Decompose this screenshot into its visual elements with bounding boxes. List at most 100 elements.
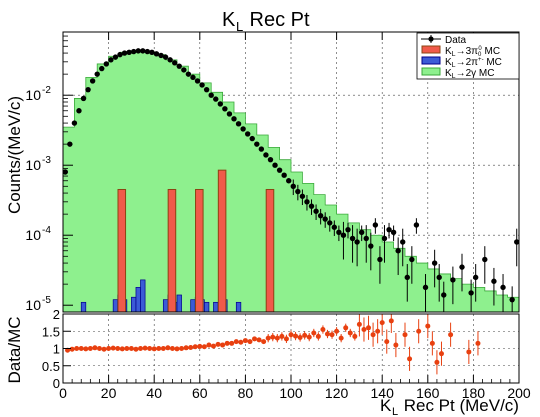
y-axis-label-ratio: Data/MC [5,316,24,383]
ratio-point [247,339,253,345]
ratio-point [466,349,472,355]
data-point [272,162,278,168]
ratio-point [306,334,312,340]
data-point [468,290,474,296]
ratio-y-tick-label: 0 [53,376,60,391]
data-point [372,222,379,228]
data-point [85,86,91,93]
ratio-point [242,338,248,344]
ratio-point [78,346,84,351]
ratio-point [315,333,321,339]
data-point [436,274,442,281]
k3pi0-bar [117,188,127,313]
data-point [327,220,333,226]
ratio-point [311,330,317,336]
data-point [500,284,506,291]
chart-title: K L Rec Pt [222,9,310,34]
ratio-point [361,327,367,333]
data-point [94,71,100,77]
legend-label-k2gamma: KL→2γ MC [445,68,494,80]
ratio-point [138,346,144,351]
x-tick-label: 80 [238,385,254,401]
data-point [76,108,82,114]
ratio-point [283,336,289,342]
data-point [130,48,137,55]
x-tick-label: 20 [101,385,117,401]
data-point [172,60,178,66]
ratio-point [197,343,203,349]
data-point [349,235,356,242]
data-point [472,274,479,281]
ratio-point [183,345,189,351]
ratio-point [156,346,162,351]
data-point [135,48,141,54]
title-main: K [222,9,236,31]
k2pi-bar [162,299,169,313]
ratio-y-tick-label: 1 [53,342,60,357]
data-point [222,106,228,112]
data-point [249,135,255,142]
ratio-point [201,344,207,350]
k2pi-bar [112,299,119,313]
data-point [390,229,397,236]
ratio-point [288,332,294,338]
data-point [431,260,438,266]
data-point [254,141,260,147]
data-point [354,239,360,245]
data-point [381,235,388,242]
xlabel-main: K [380,396,392,415]
ratio-point [224,340,230,346]
top-plot [62,48,520,313]
ratio-y-tick-label: 2 [53,307,60,322]
ratio-point [256,337,262,343]
data-point [340,232,347,238]
data-point [491,278,497,284]
ratio-y-axis: 0 0.5 1 1.5 2 [42,307,71,391]
ratio-y-tick-label: 1.5 [42,324,60,339]
data-point [80,95,87,102]
ratio-point [151,346,157,352]
xlabel-rest: Rec Pt (MeV/c) [399,396,519,415]
x-tick-label: 100 [279,385,303,401]
ratio-point [393,342,399,348]
data-point [108,57,114,63]
y-tick-label: 10 [25,157,41,173]
ratio-point [229,340,235,346]
ratio-point [169,346,175,351]
ratio-point [142,345,148,351]
ratio-point [238,339,244,345]
k2pi-bar [135,286,141,313]
data-point [208,92,214,98]
ratio-point [320,327,326,333]
ratio-point [434,359,440,365]
data-point [185,71,192,77]
ratio-point [261,339,267,345]
data-point [345,226,351,233]
ratio-point [179,346,185,351]
ratio-point [165,345,171,351]
ratio-point [293,333,299,339]
xlabel-sub: L [392,406,398,417]
data-point [358,229,365,236]
ratio-point [270,334,276,340]
ratio-point [334,328,340,334]
k2pi-bar [190,299,196,313]
data-point [226,111,233,117]
ratio-point [69,346,75,352]
data-point [263,152,269,158]
x-tick-label: 140 [371,385,395,401]
k2pi-bar [176,294,182,313]
data-point [194,78,201,84]
ratio-point [402,332,408,338]
ratio-y-tick-label: 0.5 [42,359,60,374]
data-point [368,243,374,249]
x-tick-label: 200 [507,385,531,401]
data-point [126,49,132,56]
k3pi0-bar [195,188,204,313]
data-point [331,224,338,230]
ratio-point [133,346,139,352]
data-point [167,57,173,63]
data-point [240,126,246,132]
ratio-point [375,328,381,334]
